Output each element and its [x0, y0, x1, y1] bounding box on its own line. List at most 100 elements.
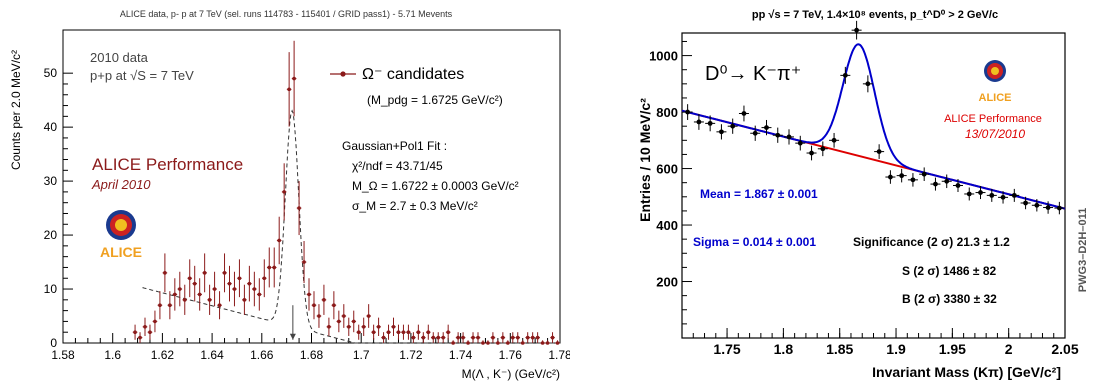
arrow-head — [290, 334, 296, 340]
right-x-axis: 1.75 1.8 1.85 1.9 1.95 2 2.05 — [682, 328, 1079, 357]
data-point — [272, 266, 276, 270]
left-y-axis: 01020304050 — [44, 66, 73, 350]
left-y-tick-label: 40 — [44, 120, 58, 134]
left-performance-label: ALICE Performance April 2010 — [91, 155, 243, 192]
left-y-tick-label: 10 — [44, 282, 58, 296]
d0-mass-chart: pp √s = 7 TeV, 1.4×10⁸ events, p_t^D⁰ > … — [575, 0, 1094, 385]
data-point — [253, 287, 257, 291]
data-point — [536, 336, 540, 340]
pdg-mass-arrow — [290, 305, 296, 340]
data-point — [262, 276, 266, 280]
signal-count: S (2 σ) 1486 ± 82 — [902, 264, 997, 278]
data-point — [436, 336, 440, 340]
legend-label: Ω⁻ candidates — [362, 66, 464, 83]
data-point — [730, 124, 735, 129]
data-point — [143, 325, 147, 329]
data-point — [456, 336, 460, 340]
right-y-tick-label: 800 — [656, 105, 678, 120]
data-point — [426, 330, 430, 334]
right-performance-date: 13/07/2010 — [965, 127, 1025, 141]
left-legend: Ω⁻ candidates (M_pdg = 1.6725 GeV/c²) — [330, 66, 503, 107]
data-point — [1001, 195, 1006, 200]
data-point — [238, 276, 242, 280]
data-point — [944, 179, 949, 184]
left-x-tick-label: 1.7 — [353, 348, 370, 362]
right-x-tick-label: 1.85 — [826, 341, 853, 357]
right-x-tick-label: 1.9 — [886, 341, 906, 357]
data-point — [1046, 205, 1051, 210]
data-point — [267, 266, 271, 270]
data-point — [787, 135, 792, 140]
data-point — [307, 293, 311, 297]
data-point — [764, 125, 769, 130]
data-point — [501, 336, 505, 340]
data-point — [322, 298, 326, 302]
left-x-tick-label: 1.64 — [200, 348, 224, 362]
data-point — [809, 151, 814, 156]
data-point — [198, 293, 202, 297]
right-x-tick-label: 1.75 — [713, 341, 740, 357]
data-point — [541, 341, 545, 345]
fit-sigma: σ_M = 2.7 ± 0.3 MeV/c² — [352, 199, 478, 213]
data-point — [352, 320, 356, 324]
data-point — [775, 133, 780, 138]
left-chart-title: ALICE data, p- p at 7 TeV (sel. runs 114… — [120, 9, 453, 19]
data-point — [412, 336, 416, 340]
data-point — [168, 303, 172, 307]
left-info-box: 2010 data p+p at √S = 7 TeV — [90, 50, 194, 83]
left-x-tick-label: 1.62 — [151, 348, 175, 362]
logo-text: ALICE — [100, 244, 142, 260]
data-point — [297, 206, 301, 210]
data-point — [317, 314, 321, 318]
data-point — [292, 77, 296, 81]
legend-marker — [340, 71, 345, 76]
data-point — [372, 330, 376, 334]
data-point — [153, 320, 157, 324]
data-point — [865, 81, 870, 86]
data-point — [911, 177, 916, 182]
data-point — [471, 336, 475, 340]
right-y-tick-label: 1000 — [649, 49, 678, 64]
data-point — [397, 330, 401, 334]
data-point — [362, 325, 366, 329]
data-point — [277, 239, 281, 243]
data-point — [466, 341, 470, 345]
data-point — [888, 175, 893, 180]
data-point — [188, 276, 192, 280]
significance: Significance (2 σ) 21.3 ± 1.2 — [853, 235, 1010, 249]
data-point — [486, 341, 490, 345]
data-year-label: 2010 data — [90, 50, 149, 65]
left-x-tick-label: 1.72 — [399, 348, 423, 362]
decay-channel-label: D⁰→ K⁻π⁺ — [705, 63, 801, 85]
data-point — [382, 336, 386, 340]
data-point — [506, 341, 510, 345]
left-y-tick-label: 30 — [44, 174, 58, 188]
left-y-tick-label: 50 — [44, 66, 58, 80]
omega-mass-chart: ALICE data, p- p at 7 TeV (sel. runs 114… — [0, 0, 570, 385]
left-x-tick-label: 1.74 — [449, 348, 473, 362]
right-y-axis-label: Entries / 10 MeV/c² — [637, 98, 653, 222]
data-point — [719, 129, 724, 134]
right-x-tick-label: 1.95 — [939, 341, 966, 357]
right-x-tick-label: 1.8 — [774, 341, 794, 357]
fit-chi2: χ²/ndf = 43.71/45 — [352, 159, 443, 173]
data-point — [1012, 193, 1017, 198]
left-x-tick-label: 1.78 — [548, 348, 570, 362]
data-point — [899, 173, 904, 178]
data-point — [332, 303, 336, 307]
side-label: PWG3–D2H–011 — [1077, 208, 1089, 292]
data-point — [138, 336, 142, 340]
left-y-tick-label: 20 — [44, 228, 58, 242]
data-point — [342, 314, 346, 318]
left-x-axis-label: M(Λ , K⁻) (GeV/c²) — [462, 367, 560, 381]
data-point — [178, 287, 182, 291]
data-point — [491, 336, 495, 340]
data-point — [696, 120, 701, 125]
data-point — [989, 193, 994, 198]
data-point — [387, 330, 391, 334]
alice-logo-right: ALICE — [979, 60, 1012, 104]
data-point — [228, 282, 232, 286]
fit-title: Gaussian+Pol1 Fit : — [342, 139, 447, 153]
data-point — [422, 336, 426, 340]
data-point — [481, 341, 485, 345]
